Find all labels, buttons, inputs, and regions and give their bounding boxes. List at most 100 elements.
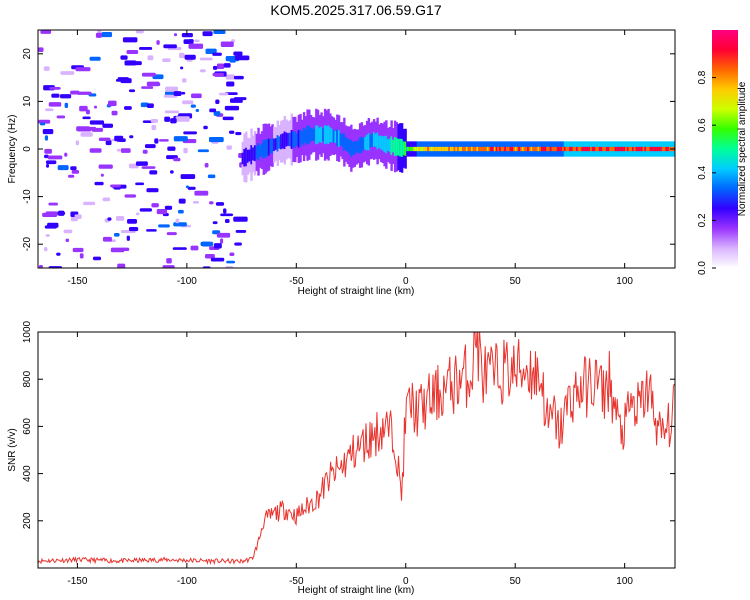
spectrogram-noise-cell (64, 152, 68, 157)
spectrogram-noise-cell (197, 149, 209, 153)
spectrogram-ridge-core (273, 138, 276, 152)
spectrogram-noise-cell (151, 125, 157, 131)
spectrogram-noise-cell (102, 123, 114, 128)
spectrogram-ridge-core (527, 146, 530, 152)
snr-x-tick-label: 100 (616, 576, 633, 587)
spectrogram-ridge-core (528, 146, 532, 152)
spectrogram-ridge-core (477, 146, 481, 152)
spectrogram-ridge-core (495, 146, 498, 152)
spectrogram-ridge-core (245, 147, 248, 167)
spectrogram-ridge-core (656, 146, 660, 152)
spectrogram-ridge-core (644, 146, 647, 152)
spectrogram-ridge-core (281, 133, 285, 149)
snr-xlabel: Height of straight line (km) (298, 585, 415, 596)
spectrogram-ridge-core (660, 146, 663, 152)
spectrogram-ridge-core (288, 132, 292, 147)
spectrogram-ridge-core (630, 146, 633, 152)
spectrogram-ridge-core (653, 146, 656, 152)
spectrogram-ridge-core (534, 146, 537, 152)
spectrogram-ridge-core (259, 145, 262, 157)
spectrogram-ridge-core (280, 134, 283, 150)
spectrogram-noise-cell (216, 63, 225, 69)
spectrogram-ridge-core (460, 146, 463, 152)
spectrogram-noise-cell (203, 125, 208, 130)
spectrogram-noise-cell (142, 149, 148, 154)
spectrogram-ridge-core (667, 146, 670, 152)
spectrogram-ridge-core (502, 146, 505, 152)
spectrogram-noise-cell (213, 30, 226, 34)
spectrogram-ridge-core (430, 146, 434, 152)
spectrogram-ridge-core (548, 146, 551, 152)
spectrogram-ridge-core (358, 137, 362, 154)
spectrogram-marks (38, 30, 675, 268)
spectrogram-ridge-core (276, 135, 280, 152)
spectrogram-noise-cell (162, 58, 171, 63)
spectrogram-noise-cell (47, 222, 59, 228)
spectrogram-noise-cell (201, 241, 211, 247)
spectrogram-ridge-core (455, 146, 458, 152)
spectrogram-ridge-core (427, 146, 430, 152)
spectrogram-noise-cell (199, 69, 206, 73)
spectrogram-ridge-core (350, 139, 353, 157)
snr-background (38, 332, 675, 568)
spectrogram-noise-cell (60, 71, 75, 75)
spectrogram-ridge-core (588, 146, 591, 152)
spectrogram-noise-cell (75, 140, 80, 146)
spectrogram-ridge-core (651, 146, 654, 152)
spectrogram-ridge-core (621, 146, 624, 152)
spectrogram-ridge-core (372, 132, 376, 147)
spectrogram-ridge-core (301, 131, 304, 144)
colorbar-ticks: 0.0 0.2 0.4 0.6 0.8 (697, 70, 716, 275)
spectrogram-ridge-core (369, 134, 372, 148)
spectrogram-ridge-core (402, 141, 406, 156)
spectrogram-noise-cell (74, 214, 82, 220)
spectrogram-noise-cell (164, 205, 173, 210)
spectrogram-ridge-core (407, 146, 411, 152)
spectrogram-noise-cell (129, 135, 134, 139)
spectrogram-ridge-core (628, 146, 631, 152)
spectrogram-noise-cell (65, 238, 70, 242)
spectrogram-ridge-core (642, 146, 646, 152)
spectrogram-noise-cell (175, 116, 190, 122)
spectrogram-ridge-core (499, 146, 502, 152)
spectrogram-noise-cell (94, 105, 98, 109)
spectrogram-ridge-core (605, 146, 609, 152)
spectrogram-noise-cell (191, 93, 202, 99)
spectrogram-ridge-core (565, 146, 568, 152)
spectrogram-noise-cell (226, 145, 232, 150)
spectrogram-noise-cell (190, 245, 199, 251)
spectrogram-ridge-core (567, 146, 570, 152)
spectrogram-noise-cell (141, 166, 156, 169)
colorbar-tick-label: 0.4 (697, 165, 708, 179)
spectrogram-noise-cell (223, 63, 231, 68)
spectrogram-ridge-core (640, 146, 644, 152)
spectrogram-ridge-core (297, 130, 301, 148)
spectrogram-ridge-core (637, 146, 640, 152)
spectrogram-ridge-core (577, 146, 581, 152)
spectrogram-noise-cell (213, 243, 222, 249)
spectrogram-noise-cell (172, 247, 187, 250)
spectrogram-noise-cell (124, 60, 137, 66)
spectrogram-ridge-core (467, 146, 470, 152)
spectrogram-ridge-core (609, 146, 612, 152)
spectrogram-noise-cell (45, 234, 50, 237)
spectrogram-noise-cell (47, 155, 63, 160)
spectrogram-ridge-core (598, 146, 602, 152)
spectrogram-ridge-core (453, 146, 456, 152)
spectrogram-ridge-core (593, 146, 596, 152)
spectrogram-ridge-core (252, 147, 255, 161)
spectrogram-noise-cell (135, 182, 145, 186)
spectrogram-ridge-core (665, 146, 668, 152)
spectrogram-ridge-core (344, 137, 348, 151)
spectrogram-noise-cell (102, 197, 111, 202)
spectrogram-ridge-core (474, 146, 477, 152)
spectrogram-noise-cell (120, 55, 128, 60)
spectrogram-ridge-core (458, 146, 462, 152)
spectrogram-ridge-core (269, 139, 272, 154)
spectrogram-noise-cell (77, 126, 92, 132)
spectrogram-ridge-core (308, 125, 311, 144)
spectrogram-noise-cell (115, 216, 125, 221)
spectrogram-noise-cell (117, 263, 126, 268)
spectrogram-noise-cell (146, 103, 154, 108)
spectrogram-ridge-core (388, 138, 392, 152)
